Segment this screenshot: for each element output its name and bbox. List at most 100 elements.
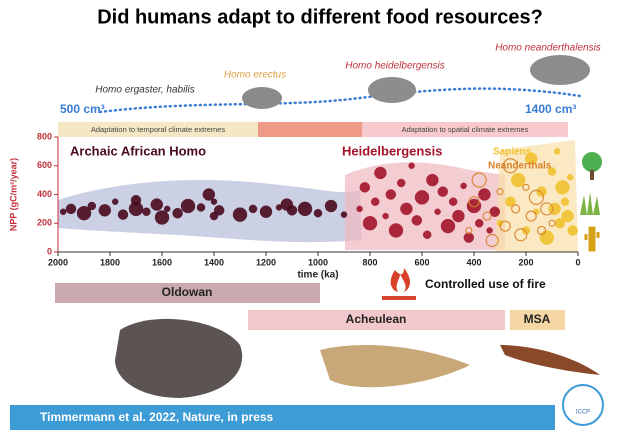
y-tick-label: 400 [37, 189, 52, 199]
logo [562, 384, 604, 426]
climate-band [362, 122, 568, 137]
point [536, 186, 547, 197]
slide-title: Did humans adapt to different food resou… [97, 6, 543, 28]
point [489, 206, 501, 217]
citation-bar [10, 405, 555, 430]
point [362, 216, 378, 231]
x-tick-label: 1200 [256, 257, 276, 267]
point [248, 204, 258, 214]
series-label: Archaic African Homo [70, 143, 206, 158]
point [496, 188, 504, 196]
point [117, 209, 129, 220]
point [448, 197, 458, 206]
point [98, 204, 112, 217]
point [560, 197, 570, 206]
fire-icon [390, 268, 410, 292]
point [359, 182, 371, 193]
point [466, 198, 482, 214]
y-axis-label: NPP (gC/m²/year) [8, 158, 18, 231]
x-tick-label: 1000 [308, 257, 328, 267]
point [510, 172, 526, 188]
msa-bar [510, 310, 565, 330]
point [87, 201, 97, 211]
brain-trend [98, 87, 582, 114]
point [111, 198, 119, 205]
msa-tool [500, 345, 600, 375]
point [536, 225, 547, 236]
volume-label: 1400 cm³ [525, 102, 576, 116]
industry-label: Oldowan [162, 285, 213, 299]
point [434, 208, 441, 215]
point [374, 166, 387, 180]
point [59, 208, 67, 215]
point [385, 189, 397, 200]
point [130, 195, 142, 206]
point [408, 162, 415, 169]
point [196, 203, 206, 212]
y-tick-label: 0 [47, 246, 52, 256]
point [297, 201, 313, 217]
point [437, 186, 449, 197]
x-tick-label: 600 [414, 257, 429, 267]
point [486, 227, 493, 234]
point [525, 210, 537, 222]
volume-label: 500 cm³ [60, 102, 105, 116]
point [555, 180, 570, 195]
y-tick-label: 200 [37, 218, 52, 228]
x-tick-label: 800 [362, 257, 377, 267]
oldowan-tool [115, 318, 243, 398]
x-tick-label: 0 [575, 257, 580, 267]
point [76, 205, 92, 221]
point [471, 172, 487, 188]
citation: Timmermann et al. 2022, Nature, in press [40, 410, 274, 424]
point [440, 218, 456, 234]
point [522, 183, 530, 191]
point [142, 207, 151, 216]
y-tick-label: 800 [37, 131, 52, 141]
point [324, 199, 338, 213]
point [528, 189, 545, 205]
point [465, 226, 473, 235]
brain-erectus [242, 87, 282, 109]
climate-band [258, 122, 362, 137]
climate-band-label: Adaptation to temporal climate extremes [91, 125, 225, 134]
acheulean-tool [320, 345, 470, 388]
y-tick-label: 600 [37, 160, 52, 170]
fire-icon [382, 296, 416, 300]
point [414, 190, 430, 205]
point [499, 220, 511, 232]
species-label: Homo neanderthalensis [495, 43, 601, 54]
point [280, 198, 294, 211]
point [474, 219, 484, 228]
cactus-icon [584, 226, 600, 252]
point [426, 173, 439, 187]
oldowan-bar [55, 283, 320, 303]
tree-icon [582, 152, 602, 172]
point [202, 188, 216, 201]
brain-neanderthal [530, 55, 590, 85]
point [548, 219, 556, 227]
series-label: Neanderthals [488, 161, 552, 172]
point [180, 198, 196, 214]
point [561, 209, 574, 223]
point [388, 223, 404, 238]
point [313, 208, 323, 218]
point [553, 148, 561, 155]
point [460, 182, 467, 190]
point [547, 167, 557, 176]
point [259, 205, 273, 218]
point [485, 233, 499, 248]
logo-text: ICCP [576, 410, 590, 416]
point [396, 178, 406, 188]
point [482, 211, 492, 221]
point [468, 196, 480, 208]
point [340, 211, 348, 218]
point [400, 202, 413, 216]
x-tick-label: 1400 [204, 257, 224, 267]
grass-icon [580, 192, 600, 215]
point [567, 225, 579, 236]
series-label: Sapiens [493, 147, 532, 158]
climate-band-label: Adaptation to spatial climate extremes [402, 125, 529, 134]
